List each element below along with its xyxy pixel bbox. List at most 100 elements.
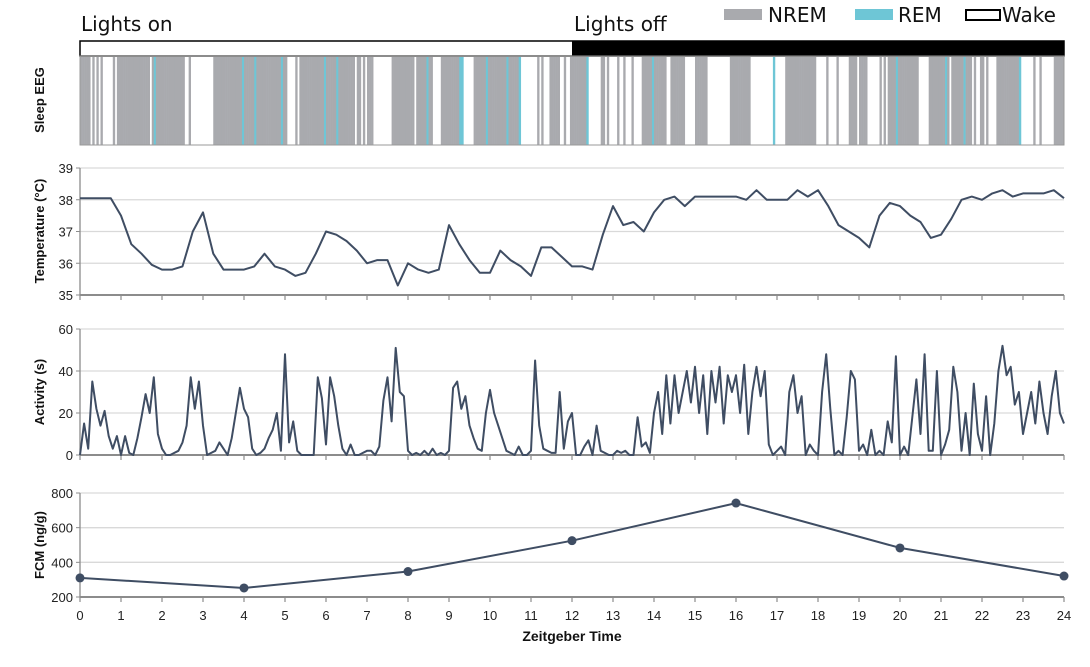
hypnogram-epoch-nrem [623, 57, 626, 145]
hypnogram-epoch-nrem [416, 57, 419, 145]
hypnogram-epoch-nrem [908, 57, 911, 145]
hypnogram-epoch-nrem [863, 57, 866, 145]
fcm-xtick-label: 4 [240, 608, 247, 623]
hypnogram-epoch-nrem [440, 57, 444, 145]
fcm-xtick-label: 10 [483, 608, 497, 623]
hypnogram-epoch-nrem [701, 57, 704, 145]
fcm-ytick-label: 400 [51, 555, 73, 570]
hypnogram-epoch-nrem [233, 57, 237, 145]
hypnogram-epoch-nrem [791, 57, 794, 145]
lights-off-label: Lights off [574, 12, 668, 36]
fcm-xtick-label: 8 [404, 608, 411, 623]
hypnogram-epoch-nrem [584, 57, 587, 145]
hypnogram-epoch-nrem [932, 57, 936, 145]
hypnogram-epoch-nrem [785, 57, 788, 145]
hypnogram-epoch-nrem [549, 57, 552, 145]
fcm-xtick-label: 3 [199, 608, 206, 623]
hypnogram-epoch-nrem [500, 57, 503, 145]
hypnogram-epoch-nrem [483, 57, 487, 145]
fcm-xtick-label: 14 [647, 608, 661, 623]
hypnogram-epoch-nrem [676, 57, 679, 145]
hypnogram-epoch-nrem [422, 57, 425, 145]
hypnogram-epoch-nrem [904, 57, 907, 145]
hypnogram-epoch-nrem [955, 57, 958, 145]
hypnogram-epoch-nrem [697, 57, 700, 145]
hypnogram-epoch-nrem [582, 57, 585, 145]
hypnogram-epoch-nrem [951, 57, 954, 145]
hypnogram-epoch-nrem [510, 57, 513, 145]
hypnogram-epoch-rem [586, 57, 589, 145]
hypnogram-epoch-nrem [145, 57, 148, 145]
hypnogram-epoch-nrem [656, 57, 659, 145]
hypnogram-epoch-nrem [600, 57, 604, 145]
light-phase-light [80, 41, 572, 56]
hypnogram-epoch-nrem [260, 57, 263, 145]
hypnogram-epoch-nrem [555, 57, 558, 145]
hypnogram-epoch-nrem [147, 57, 150, 145]
hypnogram-epoch-nrem [215, 57, 218, 145]
hypnogram-epoch-nrem [1008, 57, 1011, 145]
hypnogram-epoch-nrem [541, 57, 544, 145]
hypnogram-epoch-nrem [135, 57, 138, 145]
hypnogram-epoch-nrem [660, 57, 663, 145]
hypnogram-epoch-nrem [576, 57, 579, 145]
hypnogram-epoch-nrem [512, 57, 515, 145]
fcm-xtick-label: 6 [322, 608, 329, 623]
hypnogram-epoch-nrem [744, 57, 747, 145]
hypnogram-epoch-nrem [850, 57, 854, 145]
fcm-ytick-label: 200 [51, 590, 73, 605]
temperature-ytick-label: 36 [59, 256, 73, 271]
hypnogram-epoch-nrem [455, 57, 458, 145]
hypnogram-epoch-nrem [645, 57, 649, 145]
hypnogram-epoch-nrem [332, 57, 335, 145]
hypnogram-epoch-nrem [266, 57, 269, 145]
hypnogram-epoch-nrem [278, 57, 282, 145]
hypnogram-epoch-nrem [647, 57, 651, 145]
hypnogram-epoch-nrem [188, 57, 191, 145]
hypnogram-epoch-nrem [299, 57, 302, 145]
fcm-xtick-label: 13 [606, 608, 620, 623]
hypnogram-epoch-nrem [1059, 57, 1063, 145]
hypnogram-epoch-nrem [408, 57, 411, 145]
legend-label-wake: Wake [1002, 3, 1056, 27]
hypnogram-epoch-nrem [217, 57, 220, 145]
activity-ytick-label: 40 [59, 364, 73, 379]
hypnogram-epoch-nrem [649, 57, 653, 145]
fcm-xtick-label: 15 [688, 608, 702, 623]
x-axis-title: Zeitgeber Time [522, 628, 622, 644]
hypnogram-epoch-nrem [848, 57, 852, 145]
hypnogram-epoch-nrem [326, 57, 329, 145]
hypnogram-epoch-nrem [246, 57, 249, 145]
hypnogram-epoch-nrem [982, 57, 985, 145]
hypnogram-epoch-nrem [223, 57, 226, 145]
hypnogram-epoch-nrem [268, 57, 271, 145]
hypnogram-epoch-nrem [270, 57, 273, 145]
hypnogram-epoch-nrem [82, 57, 85, 145]
hypnogram-epoch-rem [336, 57, 339, 145]
hypnogram-epoch-nrem [733, 57, 737, 145]
fcm-xtick-label: 18 [811, 608, 825, 623]
fcm-xtick-label: 22 [975, 608, 989, 623]
hypnogram-epoch-nrem [731, 57, 735, 145]
hypnogram-epoch-nrem [301, 57, 304, 145]
legend-swatch-nrem [724, 9, 762, 20]
hypnogram-epoch-nrem [943, 57, 946, 145]
fcm-xtick-label: 19 [852, 608, 866, 623]
hypnogram-epoch-nrem [879, 57, 882, 145]
hypnogram-epoch-nrem [348, 57, 351, 145]
hypnogram-epoch-nrem [143, 57, 146, 145]
fcm-data-point [239, 583, 249, 593]
fcm-ytick-label: 800 [51, 486, 73, 501]
hypnogram-epoch-nrem [859, 57, 862, 145]
hypnogram-epoch-rem [895, 57, 899, 145]
hypnogram-epoch-nrem [703, 57, 706, 145]
hypnogram-epoch-nrem [162, 57, 165, 145]
hypnogram-epoch-nrem [397, 57, 401, 145]
hypnogram-epoch-nrem [1004, 57, 1007, 145]
fcm-data-point [1059, 571, 1069, 581]
hypnogram-epoch-nrem [574, 57, 577, 145]
hypnogram-epoch-nrem [125, 57, 128, 145]
hypnogram-epoch-nrem [139, 57, 142, 145]
hypnogram-epoch-nrem [695, 57, 698, 145]
hypnogram-epoch-nrem [100, 57, 103, 145]
